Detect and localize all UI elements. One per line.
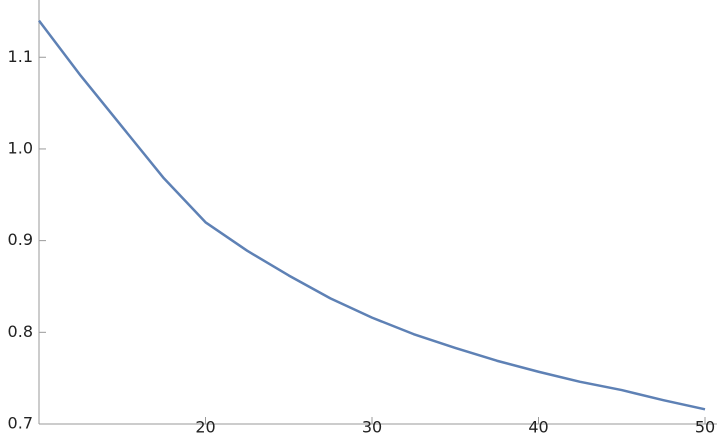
x-tick-label: 40 — [528, 418, 548, 437]
y-tick-label: 0.8 — [8, 322, 33, 341]
x-tick-label: 30 — [362, 418, 382, 437]
y-tick-label: 1.0 — [8, 138, 33, 157]
y-tick-label: 0.7 — [8, 414, 33, 433]
x-tick-label: 20 — [195, 418, 215, 437]
data-line — [38, 19, 706, 411]
y-tick-label: 1.1 — [8, 47, 33, 66]
y-tick-label: 0.9 — [8, 230, 33, 249]
x-tick-label: 50 — [695, 418, 715, 437]
